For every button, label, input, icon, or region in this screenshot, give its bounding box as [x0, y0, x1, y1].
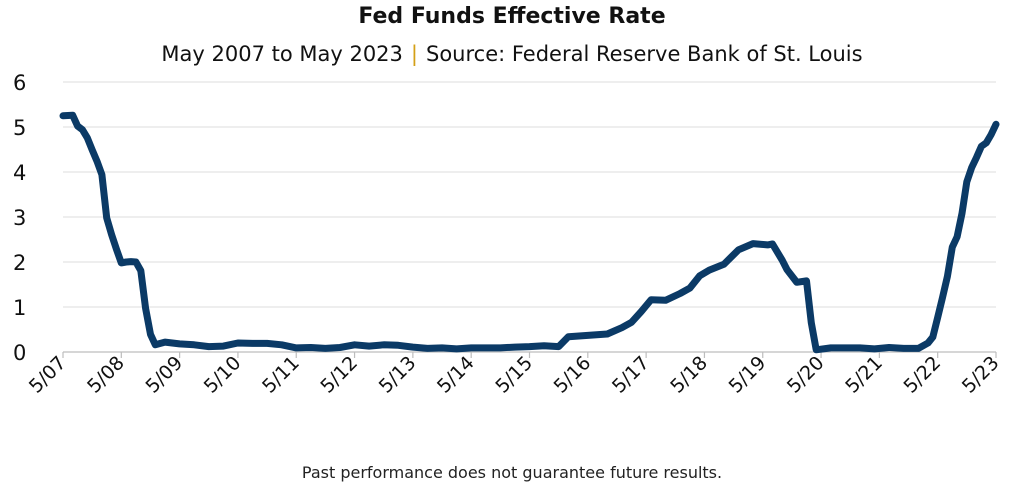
subtitle-separator: |: [410, 42, 418, 66]
series-line: [59, 111, 1000, 354]
x-tick-label: 5/14: [433, 352, 479, 398]
x-tick-label: 5/13: [375, 352, 421, 398]
x-tick-label: 5/12: [316, 352, 362, 398]
chart-title: Fed Funds Effective Rate: [358, 4, 666, 29]
series-layer: [59, 111, 1000, 354]
x-axis: 5/07 5/08 5/09 5/10 5/11 5/12 5/13 5/14 5/15 5/16…: [25, 351, 1004, 398]
x-tick-label: 5/23: [958, 352, 1004, 398]
grid-lines: [63, 81, 996, 308]
x-tick-label: 5/19: [725, 352, 771, 398]
chart-subtitle: May 2007 to May 2023 | Source: Federal Res…: [0, 42, 1024, 66]
x-tick-label: 5/08: [83, 352, 129, 398]
subtitle-source: Source: Federal Reserve Bank of St. Loui…: [425, 42, 863, 66]
footnote: Past performance does not guarantee futu…: [301, 463, 723, 482]
x-tick-label: 5/11: [258, 352, 304, 398]
x-tick-label: 5/22: [899, 352, 945, 398]
subtitle-period: May 2007 to May 2023: [161, 42, 403, 66]
y-axis-ticks: 0 1 2 3 4 5 6: [13, 71, 26, 365]
x-tick-label: 5/16: [550, 352, 596, 398]
y-tick-label: 1: [13, 296, 26, 320]
y-tick-label: 2: [13, 251, 26, 275]
x-tick-label: 5/21: [841, 352, 887, 398]
y-tick-label: 3: [13, 206, 26, 230]
x-tick-label: 5/09: [141, 352, 187, 398]
x-tick-label: 5/10: [200, 352, 246, 398]
y-tick-label: 6: [13, 71, 26, 95]
x-tick-label: 5/20: [783, 352, 829, 398]
x-tick-label: 5/18: [666, 352, 712, 398]
y-tick-label: 4: [13, 161, 26, 185]
x-tick-label: 5/07: [25, 352, 71, 398]
line-chart: 0 1 2 3 4 5 6 5/07 5/08 5/09 5/10 5/11 5/12 5/13 5/14…: [13, 71, 1004, 398]
x-tick-label: 5/17: [608, 352, 654, 398]
x-tick-label: 5/15: [491, 352, 537, 398]
y-tick-label: 0: [13, 341, 26, 365]
y-tick-label: 5: [13, 116, 26, 140]
